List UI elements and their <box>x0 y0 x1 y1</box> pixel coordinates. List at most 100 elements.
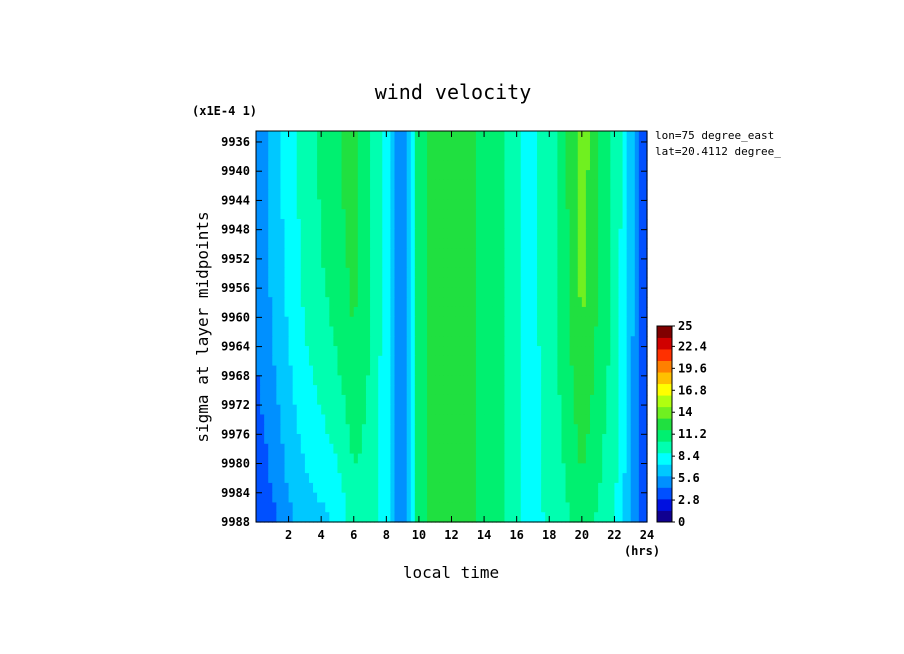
heatmap-cell <box>361 463 367 474</box>
heatmap-cell <box>545 385 550 396</box>
heatmap-cell <box>394 394 400 406</box>
y-tick-label: 9964 <box>221 340 250 354</box>
heatmap-cell <box>480 414 485 425</box>
heatmap-cell <box>467 434 473 445</box>
heatmap-cell <box>329 355 334 367</box>
heatmap-cell <box>414 365 420 376</box>
heatmap-cell <box>561 277 567 289</box>
heatmap-cell <box>427 502 432 513</box>
heatmap-cell <box>610 414 616 425</box>
heatmap-cell <box>394 238 400 249</box>
heatmap-cell <box>598 453 603 464</box>
heatmap-cell <box>467 482 473 494</box>
heatmap-cell <box>516 492 522 504</box>
heatmap-cell <box>642 160 648 171</box>
heatmap-cell <box>496 189 501 201</box>
heatmap-cell <box>634 434 640 445</box>
heatmap-cell <box>272 414 277 425</box>
heatmap-cell <box>455 492 461 504</box>
heatmap-cell <box>528 414 534 425</box>
heatmap-cell <box>308 414 314 425</box>
heatmap-cell <box>553 414 558 425</box>
heatmap-cell <box>304 443 310 455</box>
heatmap-cell <box>508 287 514 298</box>
heatmap-cell <box>528 238 534 249</box>
heatmap-cell <box>382 502 387 513</box>
heatmap-cell <box>337 355 343 367</box>
heatmap-cell <box>349 394 355 406</box>
heatmap-cell <box>451 316 457 328</box>
heatmap-cell <box>594 140 599 152</box>
heatmap-cell <box>524 199 530 210</box>
heatmap-cell <box>598 434 603 445</box>
heatmap-cell <box>598 346 603 357</box>
heatmap-cell <box>406 424 412 435</box>
heatmap-cell <box>614 160 620 171</box>
heatmap-cell <box>569 140 575 152</box>
heatmap-cell <box>296 394 302 406</box>
heatmap-cell <box>349 150 355 161</box>
heatmap-cell <box>545 355 550 367</box>
heatmap-cell <box>435 394 440 406</box>
heatmap-cell <box>614 150 620 161</box>
heatmap-cell <box>374 316 379 328</box>
heatmap-cell <box>630 404 636 416</box>
heatmap-cell <box>447 443 453 455</box>
heatmap-cell <box>451 482 457 494</box>
heatmap-cell <box>512 306 518 318</box>
heatmap-cell <box>280 277 286 289</box>
heatmap-cell <box>475 306 481 318</box>
heatmap-cell <box>496 375 501 386</box>
heatmap-cell <box>390 287 396 298</box>
heatmap-cell <box>365 189 371 201</box>
heatmap-cell <box>268 267 273 279</box>
heatmap-cell <box>357 326 363 337</box>
heatmap-cell <box>414 170 420 181</box>
heatmap-cell <box>378 394 383 406</box>
heatmap-cell <box>541 326 546 337</box>
heatmap-cell <box>512 375 518 386</box>
heatmap-cell <box>272 258 277 269</box>
heatmap-cell <box>484 160 489 171</box>
heatmap-cell <box>272 170 277 181</box>
heatmap-cell <box>256 228 261 240</box>
heatmap-cell <box>451 365 457 376</box>
heatmap-cell <box>386 258 391 269</box>
heatmap-cell <box>406 209 412 220</box>
heatmap-cell <box>467 140 473 152</box>
heatmap-cell <box>614 482 620 494</box>
heatmap-cell <box>598 228 603 240</box>
heatmap-cell <box>304 492 310 504</box>
heatmap-cell <box>374 287 379 298</box>
heatmap-cell <box>467 336 473 347</box>
heatmap-cell <box>585 218 591 230</box>
heatmap-cell <box>549 131 554 142</box>
heatmap-cell <box>557 238 563 249</box>
heatmap-cell <box>288 346 294 357</box>
heatmap-cell <box>569 287 575 298</box>
heatmap-cell <box>492 424 497 435</box>
heatmap-cell <box>349 306 355 318</box>
heatmap-cell <box>585 482 591 494</box>
heatmap-cell <box>528 404 534 416</box>
heatmap-cell <box>553 385 558 396</box>
heatmap-cell <box>300 473 306 484</box>
heatmap-cell <box>402 346 408 357</box>
heatmap-cell <box>622 482 628 494</box>
heatmap-cell <box>545 150 550 161</box>
heatmap-cell <box>296 502 302 513</box>
heatmap-cell <box>394 170 400 181</box>
heatmap-cell <box>272 394 277 406</box>
heatmap-cell <box>553 248 558 259</box>
heatmap-cell <box>439 473 444 484</box>
heatmap-cell <box>276 306 282 318</box>
heatmap-cell <box>435 375 440 386</box>
heatmap-cell <box>390 346 396 357</box>
heatmap-cell <box>484 179 489 191</box>
heatmap-cell <box>264 297 269 308</box>
heatmap-cell <box>357 209 363 220</box>
heatmap-cell <box>638 248 644 259</box>
heatmap-cell <box>308 424 314 435</box>
heatmap-cell <box>589 482 595 494</box>
heatmap-cell <box>594 131 599 142</box>
